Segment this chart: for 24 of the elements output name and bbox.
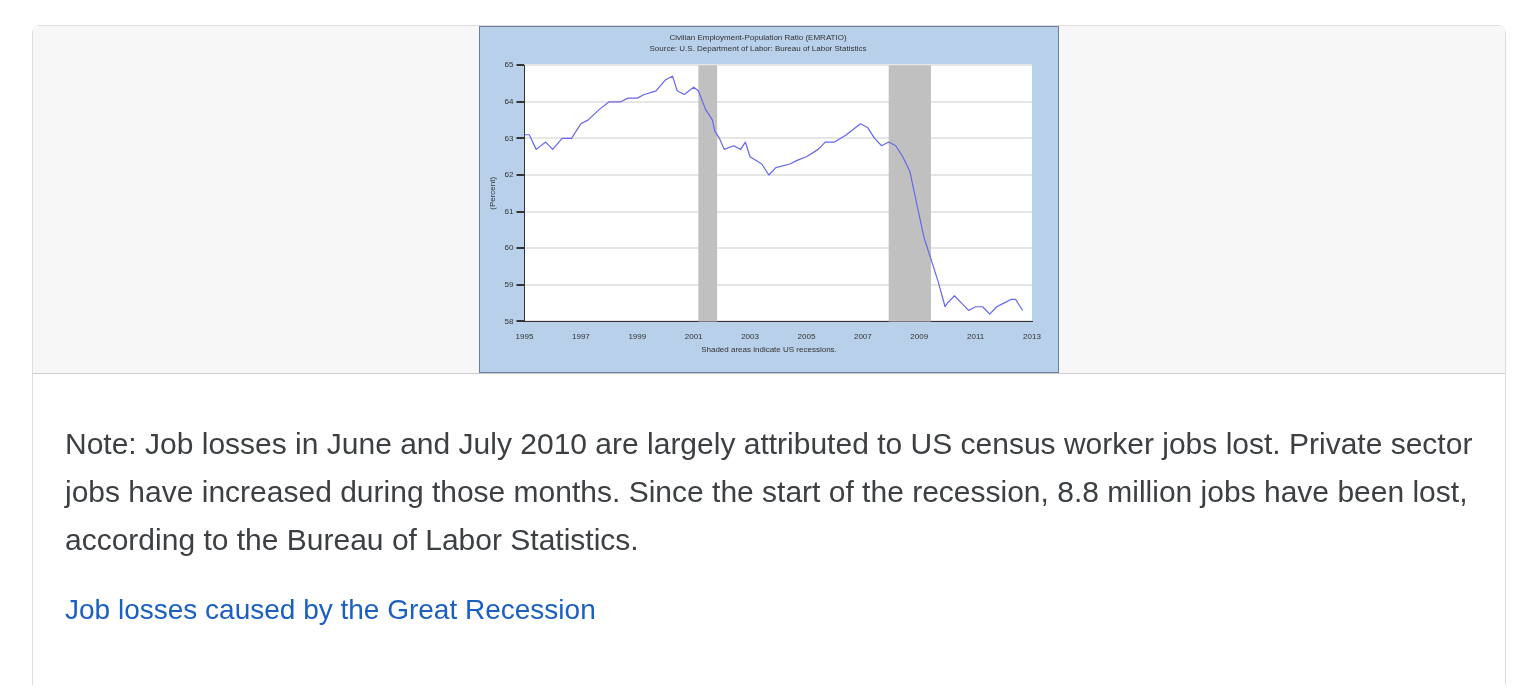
y-axis-title: (Percent) [488, 176, 497, 210]
y-tick-label: 62 [504, 170, 515, 180]
x-tick-label: 2009 [910, 332, 929, 342]
y-tick-label: 58 [504, 316, 515, 326]
y-tick-label: 59 [504, 280, 515, 289]
y-tick-label: 63 [504, 133, 515, 143]
chart-subtitle: Source: U.S. Department of Labor: Bureau of Labor Statistics [649, 43, 867, 53]
x-tick-label: 1997 [571, 332, 591, 342]
x-tick-label: 2007 [853, 332, 873, 342]
text: Shaded areas indicate US recessions. [700, 345, 838, 354]
text: Job losses caused by the Great Recession [64, 593, 597, 626]
text: Note: Job losses in June and July 2010 are largely attributed to US census worker jobs lost. Private sector jobs have increased during those months. Since the start of the recession, 8.8 million jobs have been lost, according to the Bureau of Labor Statistics. [63, 426, 1474, 558]
x-tick-label: 2005 [797, 332, 816, 342]
x-tick-label: 2013 [1023, 332, 1042, 342]
y-tick-label: 61 [504, 206, 515, 216]
y-tick-label: 64 [504, 97, 515, 106]
y-tick-label: 60 [504, 243, 515, 253]
chart-title: Civilian Employment-Population Ratio (EMRATIO) [669, 33, 847, 42]
x-tick-label: 1995 [515, 332, 534, 342]
x-tick-label: 2003 [741, 332, 760, 342]
x-tick-label: 2001 [684, 332, 704, 342]
y-tick-label: 65 [504, 60, 515, 70]
x-tick-label: 1999 [628, 332, 647, 342]
x-tick-label: 2011 [967, 332, 985, 342]
